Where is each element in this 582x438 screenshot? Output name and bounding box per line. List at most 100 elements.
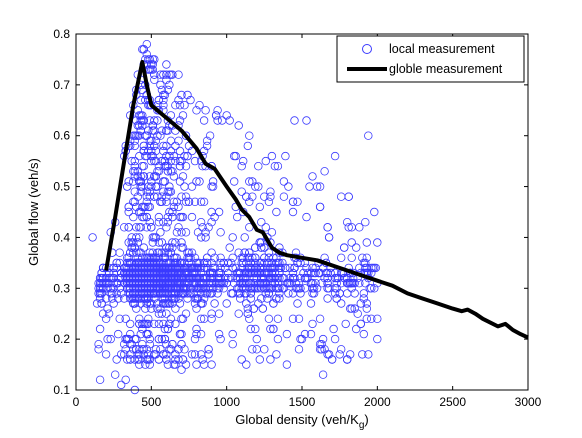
scatter-point [142, 355, 151, 364]
scatter-point [192, 360, 201, 369]
scatter-point [136, 187, 145, 196]
scatter-point [88, 233, 97, 242]
scatter-point [306, 279, 316, 288]
scatter-point [368, 263, 377, 273]
scatter-point [285, 263, 295, 273]
scatter-point [135, 233, 144, 242]
scatter-point [147, 223, 156, 232]
scatter-point [148, 238, 157, 247]
scatter-point [350, 304, 359, 313]
scatter-point [293, 197, 302, 206]
scatter-point [171, 258, 180, 268]
scatter-point [207, 248, 216, 257]
scatter-point [346, 279, 355, 288]
scatter-point [116, 350, 126, 359]
scatter-point [178, 273, 188, 283]
scatter-point [323, 284, 332, 293]
scatter-point [231, 263, 240, 273]
scatter-point [193, 258, 203, 268]
scatter-point [135, 258, 144, 268]
scatter-point [202, 273, 212, 283]
scatter-point [270, 161, 280, 171]
scatter-point [190, 197, 200, 206]
scatter-point [196, 314, 206, 323]
scatter-point [162, 151, 171, 161]
scatter-point [308, 284, 317, 293]
scatter-point [132, 279, 141, 288]
scatter-point [153, 116, 162, 125]
scatter-point [340, 273, 349, 283]
scatter-point [142, 40, 151, 49]
scatter-point [251, 182, 260, 191]
scatter-point [308, 289, 317, 298]
scatter-point [124, 253, 133, 262]
scatter-point [214, 207, 224, 217]
scatter-point [240, 233, 249, 242]
scatter-point [223, 268, 233, 278]
scatter-point [145, 217, 154, 227]
scatter-point [299, 268, 308, 278]
scatter-point [260, 273, 269, 283]
scatter-point [139, 141, 148, 151]
scatter-point [177, 238, 186, 247]
scatter-point [370, 284, 379, 293]
scatter-point [240, 248, 249, 257]
scatter-point [251, 263, 260, 273]
scatter-point [219, 284, 228, 293]
scatter-point [371, 263, 380, 273]
scatter-point [361, 217, 370, 227]
scatter-point [275, 268, 284, 278]
scatter-point [347, 238, 356, 247]
scatter-point [178, 172, 188, 181]
scatter-point [317, 340, 326, 349]
scatter-point [177, 314, 186, 323]
scatter-point [160, 161, 170, 171]
scatter-point [337, 253, 346, 262]
scatter-point [232, 212, 242, 222]
scatter-point [344, 223, 353, 232]
scatter-point [248, 192, 257, 201]
scatter-point [148, 126, 157, 135]
scatter-point [175, 100, 185, 110]
scatter-point [226, 258, 236, 268]
scatter-point [125, 294, 135, 303]
scatter-point [193, 284, 203, 293]
scatter-point [347, 253, 356, 262]
scatter-point [260, 268, 269, 278]
x-axis-label-subscript: g [359, 420, 365, 431]
scatter-point [162, 243, 171, 252]
scatter-point [192, 304, 201, 313]
scatter-point [192, 329, 201, 339]
scatter-point [258, 304, 267, 313]
scatter-point [171, 319, 180, 329]
scatter-point [163, 161, 173, 171]
scatter-point [135, 360, 144, 369]
scatter-point [246, 289, 255, 298]
scatter-point [109, 299, 118, 308]
scatter-point [234, 284, 243, 293]
scatter-point [150, 156, 159, 166]
scatter-point [359, 289, 368, 298]
scatter-point [359, 294, 368, 303]
scatter-point [144, 146, 153, 156]
scatter-point [97, 299, 106, 308]
scatter-point [293, 299, 302, 308]
scatter-point [160, 253, 170, 262]
scatter-point [213, 116, 222, 125]
scatter-point [163, 217, 173, 227]
scatter-point [162, 197, 171, 206]
scatter-point [187, 212, 197, 222]
scatter-point [237, 355, 246, 364]
scatter-point [294, 314, 304, 323]
scatter-point [190, 156, 200, 166]
scatter-point [129, 197, 138, 206]
scatter-point [228, 263, 237, 273]
scatter-point [208, 268, 218, 278]
scatter-point [162, 141, 171, 151]
scatter-point [165, 319, 174, 329]
scatter-point [330, 151, 340, 161]
scatter-point [195, 100, 204, 110]
scatter-point [358, 350, 367, 359]
scatter-point [282, 329, 292, 339]
scatter-point [237, 279, 246, 288]
